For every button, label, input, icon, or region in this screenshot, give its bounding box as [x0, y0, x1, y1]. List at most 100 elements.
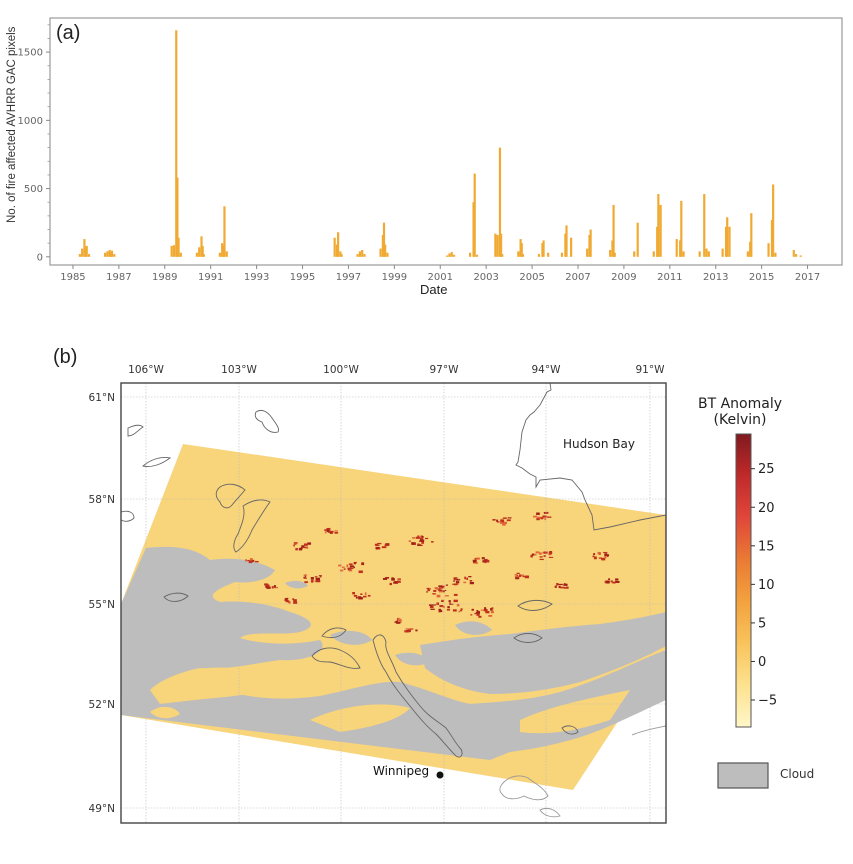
fire-hotspot	[396, 580, 401, 583]
fire-hotspot	[491, 609, 494, 613]
fire-hotspot	[329, 530, 334, 533]
fire-hotspot	[439, 605, 444, 608]
fire-hotspot	[384, 577, 390, 579]
bar	[721, 248, 724, 257]
fire-hotspot	[546, 516, 552, 518]
bar	[698, 251, 701, 257]
fire-hotspot	[293, 599, 297, 602]
fire-hotspot	[304, 577, 307, 579]
fire-hotspot	[417, 543, 420, 545]
fire-hotspot	[349, 566, 352, 569]
fire-hotspot	[447, 606, 450, 609]
lake-outline	[142, 457, 172, 467]
fire-hotspot	[293, 542, 298, 544]
lake-athabasca-area	[127, 424, 144, 437]
fire-hotspots	[245, 511, 620, 633]
fire-hotspot	[307, 542, 312, 545]
fire-hotspot	[294, 543, 297, 545]
cloud-cover	[121, 546, 666, 760]
fire-hotspot	[431, 541, 434, 543]
fire-hotspot	[346, 564, 349, 568]
fire-hotspot	[418, 540, 424, 542]
fire-hotspot	[429, 605, 434, 609]
cloud-legend-swatch	[717, 762, 769, 789]
bar	[361, 249, 364, 257]
bar	[358, 251, 362, 257]
x-tick-label: 2013	[703, 272, 728, 283]
cedar-lake	[311, 647, 361, 669]
lake-of-the-woods	[499, 775, 549, 801]
bar	[175, 30, 178, 257]
bar	[106, 251, 109, 257]
fire-hotspot	[434, 587, 438, 590]
fire-hotspot	[292, 598, 295, 601]
fire-hotspot	[417, 535, 420, 538]
bar	[611, 240, 614, 257]
clear-patch	[150, 667, 255, 704]
bar	[337, 232, 340, 257]
fire-hotspot	[398, 619, 402, 623]
fire-hotspot	[358, 597, 363, 600]
fire-hotspot	[284, 598, 288, 601]
fire-hotspot	[453, 599, 458, 603]
fire-hotspot	[453, 577, 458, 579]
fire-hotspot	[592, 555, 595, 558]
fire-hotspot	[604, 555, 607, 559]
longitude-label: 106°W	[128, 364, 164, 376]
fire-hotspot	[375, 545, 380, 547]
bar	[108, 249, 111, 257]
bar	[202, 254, 205, 257]
bar	[386, 252, 389, 257]
colorbar-tick-label: 25	[758, 462, 775, 477]
fire-hotspot	[593, 556, 597, 560]
bar	[494, 233, 497, 257]
bar	[659, 204, 662, 257]
fire-hotspot	[521, 574, 524, 577]
y-axis-ticks: 0 500 1000 1500	[18, 24, 50, 263]
fire-hotspot	[539, 556, 543, 558]
fire-hotspot	[433, 589, 437, 592]
fire-hotspot	[471, 608, 474, 611]
bar	[772, 184, 775, 257]
fire-hotspot	[303, 576, 306, 579]
colorbar-tick-label: 20	[758, 501, 775, 516]
bar	[218, 252, 221, 257]
fire-hotspot	[293, 601, 298, 604]
fire-hotspot	[560, 586, 565, 589]
x-tick-label: 1991	[198, 272, 223, 283]
fire-hotspot	[548, 556, 554, 558]
x-tick-label: 1987	[106, 272, 131, 283]
bar	[450, 252, 453, 257]
bar	[560, 252, 564, 257]
fire-hotspot	[608, 578, 611, 580]
bar	[472, 202, 475, 257]
bar	[335, 244, 339, 257]
fire-hotspot	[399, 618, 402, 621]
fire-hotspot	[394, 582, 399, 584]
x-tick-label: 1995	[290, 272, 315, 283]
fire-hotspot	[339, 569, 344, 572]
fire-hotspot	[424, 537, 429, 540]
x-axis-ticks: 1985 1987 1989 1991 1993 1995 1997 1999 2001 2003…	[60, 265, 820, 283]
fire-hotspot	[319, 576, 322, 578]
fire-hotspot	[324, 529, 327, 532]
bar	[652, 251, 655, 257]
bar	[340, 254, 343, 257]
lake-outline	[561, 725, 579, 735]
fire-hotspot	[539, 558, 544, 561]
bar	[794, 254, 798, 257]
fire-hotspot	[514, 574, 518, 576]
fire-hotspot	[474, 612, 477, 615]
bar	[499, 233, 503, 257]
panel-label-b: (b)	[53, 346, 78, 368]
fire-hotspot	[481, 557, 485, 560]
fire-hotspot	[343, 568, 346, 570]
fire-hotspot	[458, 610, 461, 613]
fire-hotspot	[303, 574, 306, 577]
bar	[223, 206, 226, 257]
fire-hotspot	[429, 588, 431, 590]
fire-hotspot	[250, 561, 253, 563]
fire-hotspot	[463, 581, 467, 584]
lake-outline	[163, 592, 189, 602]
lake-outline	[631, 725, 666, 736]
